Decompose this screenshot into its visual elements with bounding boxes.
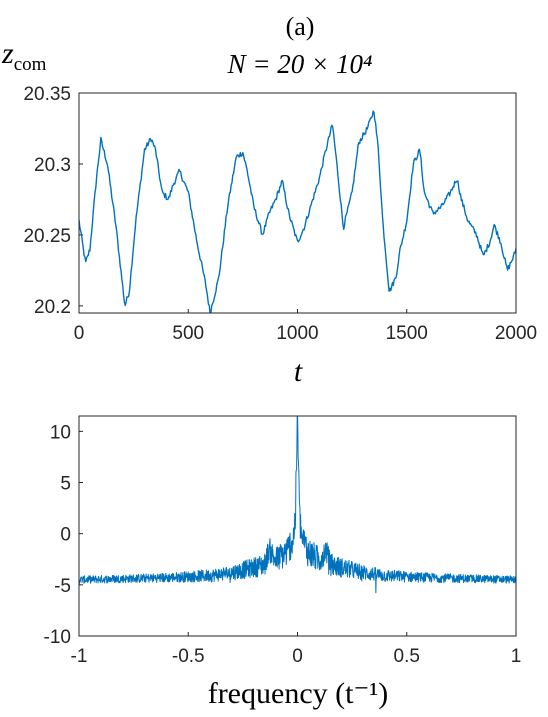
top-plot-box	[78, 92, 517, 314]
bottom-y-tick-label: 0	[60, 525, 71, 546]
bottom-plot-box	[78, 415, 517, 637]
bottom-x-tick-label: -1	[71, 646, 88, 667]
top-series-line	[79, 110, 516, 313]
panel-label: (a)	[286, 12, 315, 41]
bottom-y-tick-label: 5	[60, 474, 71, 495]
top-x-axis-label: t	[294, 355, 303, 388]
top-tick-layer: 0 500 1000 1500 2000 20.2 20.25 20.3 20.35	[23, 84, 537, 344]
top-x-tick-label: 0	[74, 323, 85, 344]
bottom-x-tick-label: -0.5	[172, 646, 205, 667]
bottom-x-tick-label: 0.5	[394, 646, 420, 667]
top-x-tick-label: 500	[172, 323, 204, 344]
y-axis-label-top: zcom	[1, 37, 47, 75]
bottom-x-tick-label: 1	[511, 646, 522, 667]
bottom-tick-layer: -1 -0.5 0 0.5 1 -10 -5 0 5 10	[44, 422, 522, 667]
top-y-tick-label: 20.25	[23, 226, 71, 247]
bottom-y-tick-label: -10	[44, 627, 71, 648]
top-x-tick-label: 1500	[386, 323, 428, 344]
top-y-tick-label: 20.3	[34, 155, 71, 176]
top-y-tick-label: 20.35	[23, 84, 71, 105]
bottom-y-tick-label: 10	[50, 422, 71, 443]
bottom-series-noise	[79, 416, 516, 594]
top-x-tick-label: 2000	[495, 323, 537, 344]
top-x-tick-label: 1000	[276, 323, 318, 344]
bottom-x-tick-label: 0	[292, 646, 303, 667]
chart-title: N = 20 × 10⁴	[227, 49, 373, 79]
bottom-y-tick-label: -5	[54, 576, 71, 597]
top-y-tick-label: 20.2	[34, 297, 71, 318]
top-plot: 0 500 1000 1500 2000 20.2 20.25 20.3 20.35 t	[23, 84, 537, 388]
bottom-x-axis-label: frequency (t⁻¹)	[208, 677, 389, 710]
bottom-plot: -1 -0.5 0 0.5 1 -10 -5 0 5 10 frequency (t⁻¹)	[44, 415, 522, 710]
